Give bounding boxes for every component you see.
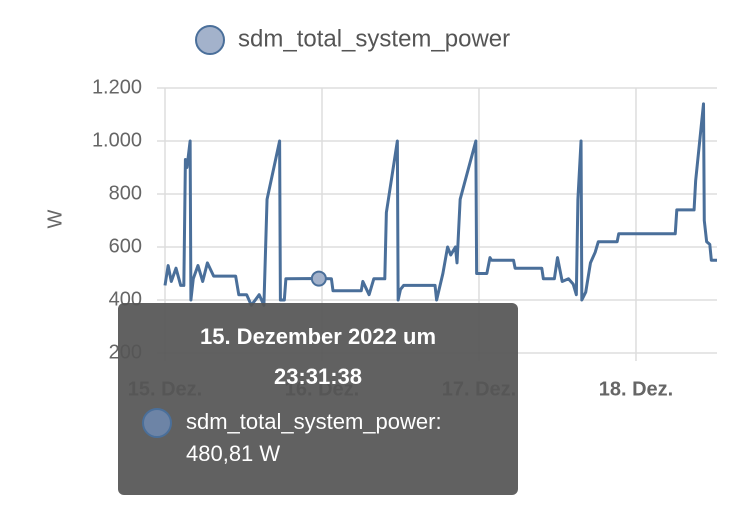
tooltip-title: 15. Dezember 2022 um (200, 324, 436, 349)
tooltip: 15. Dezember 2022 um 23:31:38 sdm_total_sy… (118, 303, 518, 495)
y-tick-label: 600 (109, 235, 142, 257)
y-tick-label: 1.200 (92, 76, 142, 98)
y-axis-title: W (44, 209, 66, 228)
y-tick-label: 800 (109, 182, 142, 204)
tooltip-label: sdm_total_system_power: (186, 409, 442, 434)
hover-point (310, 270, 327, 287)
x-tick-label: 18. Dez. (599, 378, 673, 400)
legend-label[interactable]: sdm_total_system_power (238, 25, 510, 52)
legend-swatch (195, 25, 225, 55)
tooltip-box (118, 303, 518, 495)
tooltip-title: 23:31:38 (274, 364, 362, 389)
tooltip-value: 480,81 W (186, 441, 280, 466)
series-line (163, 102, 717, 307)
tooltip-swatch (142, 408, 172, 438)
y-tick-label: 1.000 (92, 129, 142, 151)
